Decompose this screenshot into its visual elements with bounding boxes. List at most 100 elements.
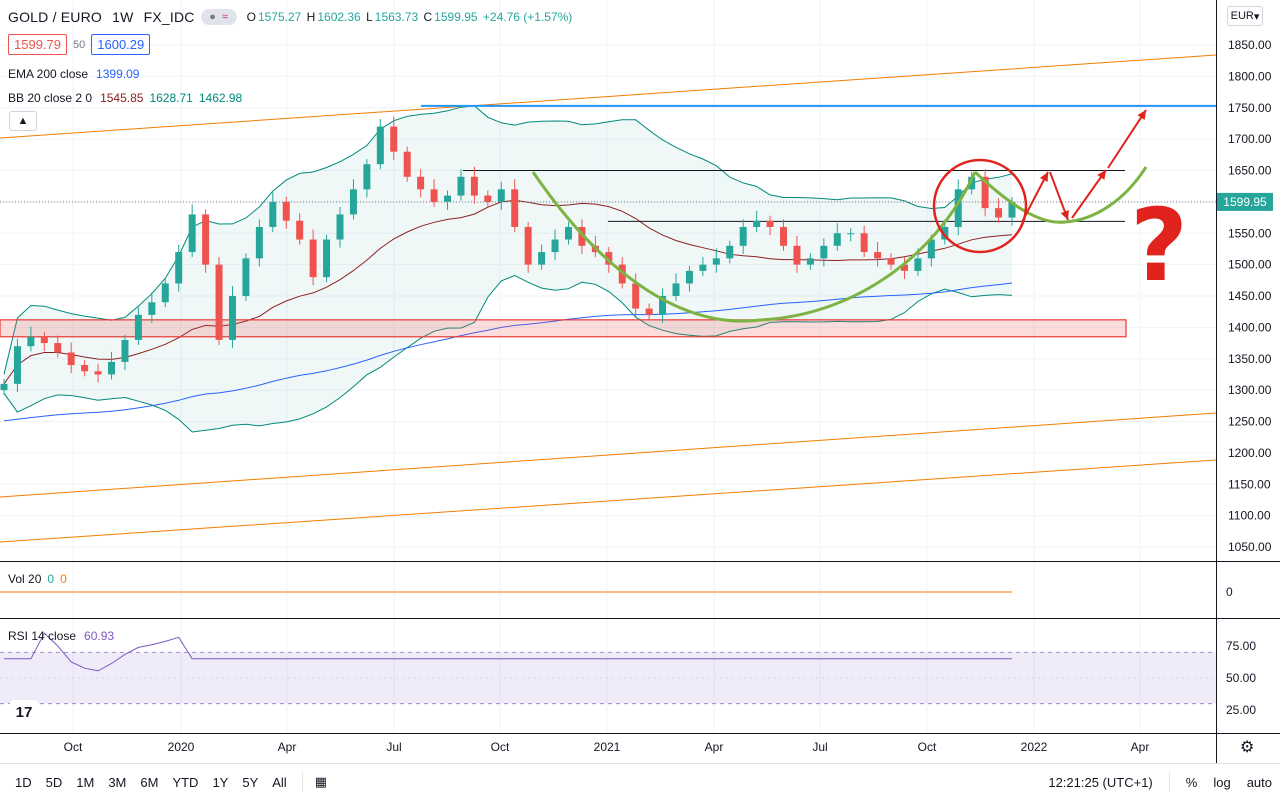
axes: 1850.001800.001750.001700.001650.001600.… bbox=[0, 0, 1280, 763]
symbol-title[interactable]: GOLD / EURO 1W FX_IDC bbox=[8, 9, 195, 25]
candle-body bbox=[833, 233, 841, 246]
time-tick-label: Jul bbox=[386, 740, 401, 754]
candle-body bbox=[712, 258, 720, 265]
ema-legend[interactable]: EMA 200 close 1399.09 bbox=[8, 67, 140, 81]
candle-body bbox=[847, 233, 855, 235]
candle-body bbox=[914, 258, 922, 271]
divider bbox=[301, 772, 303, 792]
candle-body bbox=[67, 352, 75, 366]
bid-ask-row: 1599.79 50 1600.29 bbox=[8, 34, 151, 55]
candle-body bbox=[753, 220, 761, 227]
auto-toggle[interactable]: auto bbox=[1246, 774, 1272, 790]
candle-body bbox=[430, 189, 438, 202]
bottom-right-group: 12:21:25 (UTC+1) % log auto bbox=[1048, 772, 1272, 792]
candle-body bbox=[941, 226, 949, 240]
candle-body bbox=[645, 308, 653, 315]
last-price-badge bbox=[1217, 192, 1273, 211]
clock-display[interactable]: 12:21:25 (UTC+1) bbox=[1048, 774, 1153, 790]
timeframe-5d[interactable]: 5D bbox=[45, 774, 63, 790]
log-toggle[interactable]: log bbox=[1213, 774, 1231, 790]
visibility-toggle[interactable]: ● ≈ bbox=[200, 9, 237, 25]
candle-body bbox=[40, 336, 48, 344]
time-tick-label: 2021 bbox=[594, 740, 621, 754]
timeframe-1m[interactable]: 1M bbox=[76, 774, 95, 790]
candle-body bbox=[766, 220, 774, 227]
bb-basis-line bbox=[3, 199, 1013, 385]
candle-body bbox=[806, 258, 814, 265]
middle-channel-line bbox=[0, 412, 1217, 498]
candle-body bbox=[363, 164, 371, 190]
rsi-tick-label: 50.00 bbox=[1226, 671, 1256, 685]
rsi-line bbox=[4, 632, 1012, 672]
price-tick-label: 1750.00 bbox=[1228, 101, 1272, 115]
cup-curve bbox=[531, 171, 977, 323]
price-tick-label: 1550.00 bbox=[1228, 226, 1272, 240]
chart-canvas[interactable]: 1850.001800.001750.001700.001650.001600.… bbox=[0, 0, 1280, 763]
candle-body bbox=[108, 361, 116, 375]
price-tick-label: 1700.00 bbox=[1228, 132, 1272, 146]
candle-body bbox=[457, 176, 465, 196]
candle-body bbox=[981, 176, 989, 209]
candle-body bbox=[376, 126, 384, 165]
gear-icon[interactable]: ⚙ bbox=[1240, 739, 1255, 756]
eye-icon: ● bbox=[209, 11, 216, 23]
time-tick-label: Apr bbox=[278, 740, 297, 754]
candle-body bbox=[632, 283, 640, 309]
bollinger-bands bbox=[3, 105, 1013, 433]
candle-body bbox=[699, 264, 707, 271]
buy-price-button[interactable]: 1600.29 bbox=[91, 34, 151, 55]
legend-header: GOLD / EURO 1W FX_IDC ● ≈ O 1575.27 H 1602.… bbox=[8, 9, 574, 25]
projection-arrow-head bbox=[1039, 172, 1048, 182]
price-tick-label: 1850.00 bbox=[1228, 38, 1272, 52]
candle-body bbox=[94, 371, 102, 375]
candle-body bbox=[672, 283, 680, 296]
calendar-range-icon[interactable]: ▦ bbox=[314, 774, 327, 789]
rsi-legend[interactable]: RSI 14 close 60.93 bbox=[8, 629, 115, 643]
question-mark-annotation: ? bbox=[1130, 187, 1189, 304]
timeframe-6m[interactable]: 6M bbox=[140, 774, 159, 790]
tradingview-logo[interactable]: 17 bbox=[10, 700, 38, 724]
percent-toggle[interactable]: % bbox=[1185, 774, 1198, 790]
bb-upper-line bbox=[3, 105, 1013, 375]
timeframe-ytd[interactable]: YTD bbox=[172, 774, 199, 790]
price-tick-label: 1300.00 bbox=[1228, 383, 1272, 397]
candle-body bbox=[228, 296, 236, 340]
candle-body bbox=[349, 189, 357, 215]
timeframe-1y[interactable]: 1Y bbox=[212, 774, 229, 790]
collapse-legend-button[interactable]: ▲ bbox=[9, 111, 37, 131]
highlight-circle bbox=[932, 158, 1028, 254]
candle-body bbox=[739, 226, 747, 246]
bb-legend[interactable]: BB 20 close 2 0 1545.85 1628.71 1462.98 bbox=[8, 91, 243, 105]
vol-tick-label: 0 bbox=[1226, 585, 1233, 599]
projection-arrow-head bbox=[1097, 170, 1106, 180]
candle-body bbox=[995, 208, 1003, 218]
vol-legend[interactable]: Vol 20 0 0 bbox=[8, 572, 67, 586]
candle-body bbox=[444, 195, 452, 202]
timeframe-all[interactable]: All bbox=[272, 774, 287, 790]
candle-body bbox=[215, 264, 223, 340]
candle-body bbox=[887, 258, 895, 265]
candle-body bbox=[470, 176, 478, 196]
chevron-up-icon: ▲ bbox=[17, 115, 29, 127]
candles bbox=[0, 116, 1016, 396]
timeframe-5y[interactable]: 5Y bbox=[242, 774, 259, 790]
price-tick-label: 1350.00 bbox=[1228, 352, 1272, 366]
candle-body bbox=[188, 214, 196, 253]
sell-price-button[interactable]: 1599.79 bbox=[8, 34, 67, 55]
timeframe-group: 1D 5D 1M 3M 6M YTD 1Y 5Y All bbox=[0, 775, 294, 790]
timeframe-1d[interactable]: 1D bbox=[15, 774, 32, 790]
time-tick-label: 2022 bbox=[1021, 740, 1048, 754]
candle-body bbox=[685, 270, 693, 284]
time-tick-label: Oct bbox=[491, 740, 510, 754]
candle-body bbox=[511, 189, 519, 227]
candle-body bbox=[13, 346, 21, 384]
candle-body bbox=[390, 126, 398, 152]
currency-button[interactable]: EUR ▾ bbox=[1227, 6, 1263, 26]
upper-channel-line bbox=[0, 54, 1217, 139]
candle-body bbox=[524, 226, 532, 265]
projection-arrow bbox=[1071, 169, 1107, 219]
candle-body bbox=[551, 239, 559, 253]
price-tick-label: 1400.00 bbox=[1228, 320, 1272, 334]
price-tick-label: 1050.00 bbox=[1228, 540, 1272, 554]
timeframe-3m[interactable]: 3M bbox=[108, 774, 127, 790]
